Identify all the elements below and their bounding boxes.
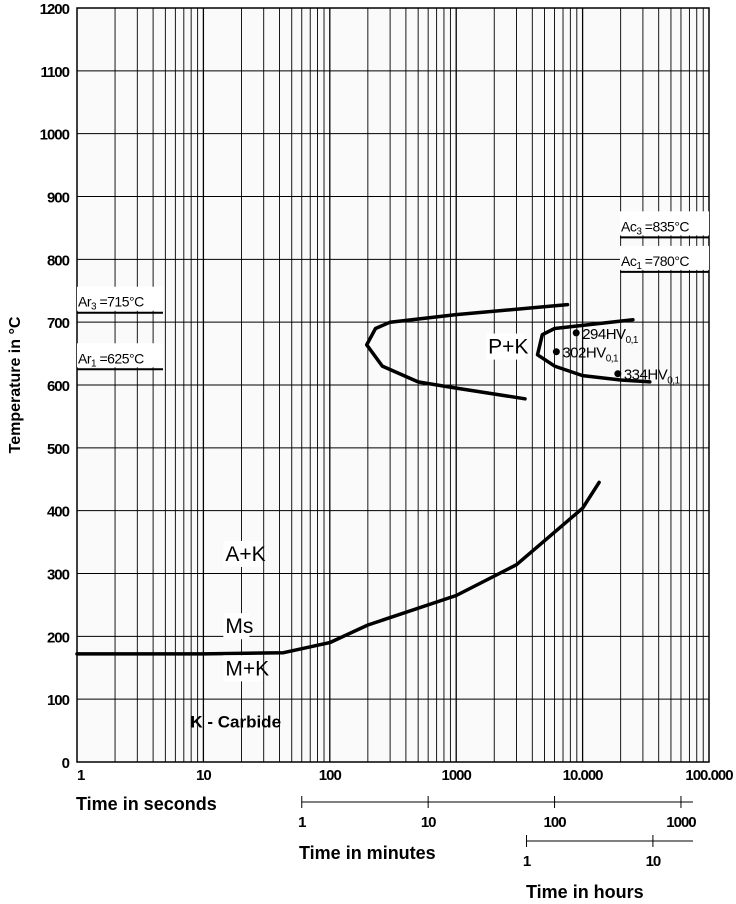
- x-tick-label: 1: [77, 767, 85, 784]
- hardness-label: 302HV0,1: [562, 345, 619, 365]
- x-tick-label: 10.000: [563, 767, 604, 784]
- reference-label-bg: [77, 343, 163, 368]
- annotation-a-k: A+K: [225, 543, 265, 566]
- annotation-bg: [486, 333, 526, 360]
- y-tick-label: 0: [62, 755, 70, 772]
- y-tick-label: 600: [47, 378, 70, 395]
- annotation-bg: [223, 540, 263, 567]
- minutes-axis-tick-label: 1000: [666, 814, 696, 831]
- y-tick-label: 400: [47, 504, 70, 521]
- x-tick-label: 10: [196, 767, 211, 784]
- y-tick-label: 500: [47, 441, 70, 458]
- x-axis-title-seconds: Time in seconds: [76, 794, 217, 814]
- annotation-m-k: M+K: [225, 657, 269, 680]
- annotation-k-carbide: K - Carbide: [190, 712, 281, 731]
- reference-label-bg: [77, 286, 163, 311]
- y-axis-title: Temperature in °C: [7, 316, 24, 453]
- y-tick-label: 1200: [40, 1, 70, 18]
- y-tick-label: 800: [47, 252, 70, 269]
- minutes-axis-tick-label: 1: [298, 814, 306, 831]
- x-axis-title-minutes: Time in minutes: [299, 843, 436, 863]
- reference-label-bg: [620, 245, 709, 270]
- series-p-k-start: [364, 302, 570, 401]
- x-tick-label: 1000: [442, 767, 472, 784]
- y-tick-label: 1000: [40, 127, 70, 144]
- hardness-label: 334HV0,1: [624, 367, 681, 387]
- x-axis-title-hours: Time in hours: [526, 882, 644, 902]
- minutes-axis-tick-label: 100: [544, 814, 567, 831]
- hours-axis-tick-label: 10: [646, 853, 661, 870]
- y-tick-label: 900: [47, 190, 70, 207]
- reference-label-bg: [620, 211, 709, 236]
- hardness-point: [552, 348, 560, 356]
- y-tick-label: 700: [47, 315, 70, 332]
- y-tick-label: 300: [47, 567, 70, 584]
- series-p-k-end: [535, 317, 652, 384]
- annotation-p-k: P+K: [488, 336, 528, 359]
- series-ms: [75, 480, 601, 656]
- hardness-point: [572, 329, 580, 337]
- annotation-ms: Ms: [225, 615, 253, 638]
- annotation-bg: [223, 655, 263, 682]
- hardness-point: [614, 370, 622, 378]
- y-tick-label: 100: [47, 692, 70, 709]
- y-tick-label: 1100: [40, 64, 69, 81]
- minutes-axis-tick-label: 10: [421, 814, 436, 831]
- hours-axis-tick-label: 1: [523, 853, 531, 870]
- y-tick-label: 200: [47, 629, 70, 646]
- annotation-bg: [223, 613, 250, 640]
- x-tick-label: 100: [319, 767, 342, 784]
- reference-label: Ar1 =625°C: [78, 350, 144, 369]
- x-tick-label: 100.000: [685, 767, 733, 784]
- hardness-label: 294HV0,1: [582, 326, 639, 346]
